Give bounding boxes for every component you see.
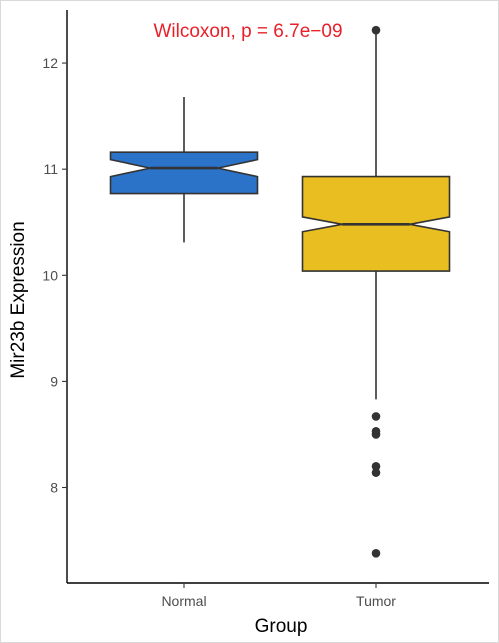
outlier-point-tumor bbox=[371, 430, 381, 439]
y-tick-label: 11 bbox=[43, 161, 58, 177]
x-tick-label: Tumor bbox=[356, 593, 396, 609]
x-axis-title: Group bbox=[255, 616, 308, 637]
y-tick-label: 8 bbox=[50, 480, 58, 496]
y-tick-label: 10 bbox=[42, 267, 58, 283]
chart-annotation: Wilcoxon, p = 6.7e−09 bbox=[153, 21, 342, 42]
box-normal bbox=[109, 151, 259, 195]
outlier-point-tumor bbox=[371, 548, 381, 558]
y-tick-label: 9 bbox=[50, 373, 58, 389]
x-tick-label: Normal bbox=[161, 593, 206, 609]
outlier-point-tumor bbox=[371, 25, 381, 35]
y-axis-title: Mir23b Expression bbox=[8, 221, 29, 378]
outlier-point-tumor bbox=[371, 468, 381, 477]
outlier-point-tumor bbox=[371, 461, 381, 471]
outlier-point-tumor bbox=[371, 412, 381, 421]
y-tick-label: 12 bbox=[42, 55, 58, 71]
